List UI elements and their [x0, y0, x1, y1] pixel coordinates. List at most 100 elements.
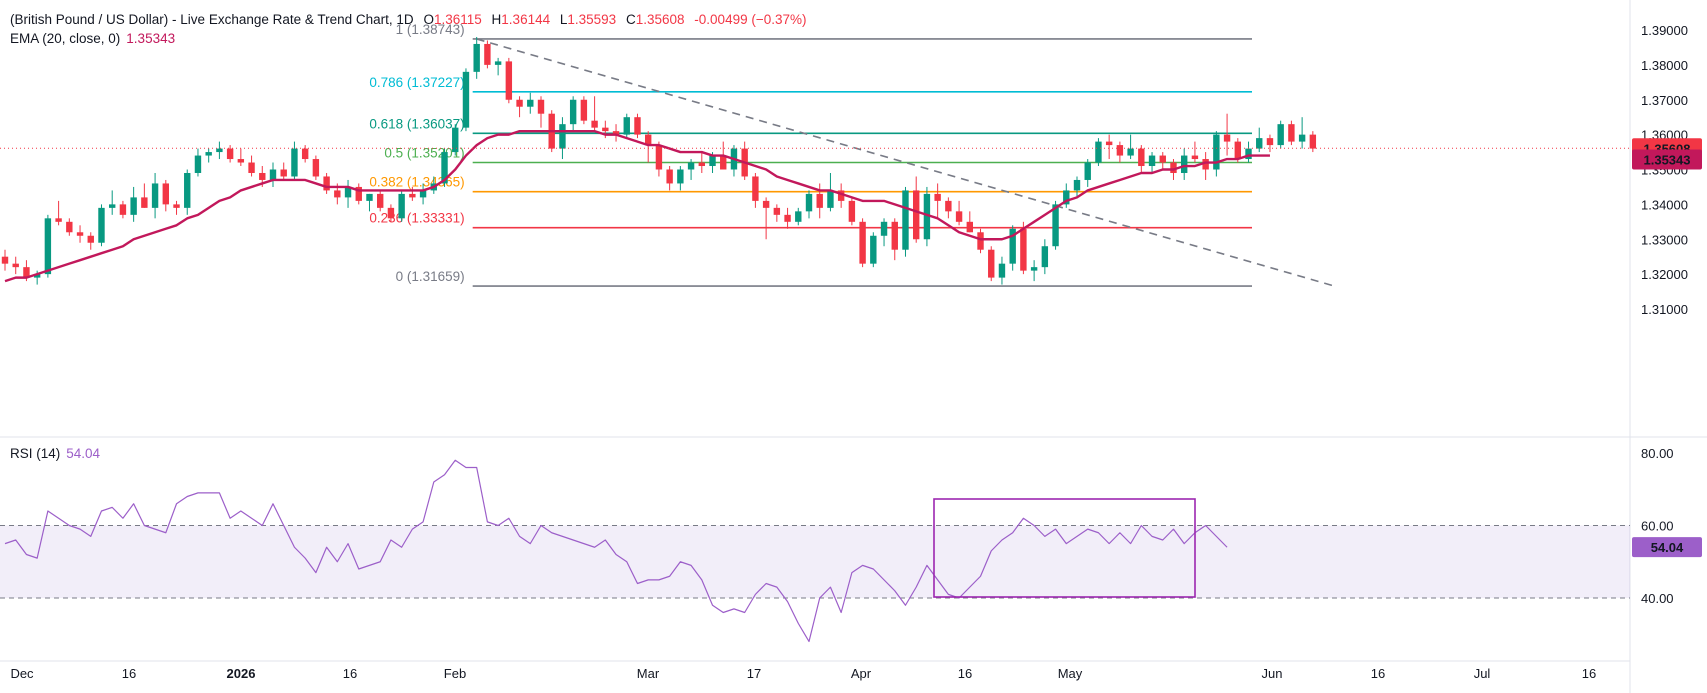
candle[interactable]	[1073, 176, 1081, 198]
candle[interactable]	[516, 96, 523, 118]
candle[interactable]	[419, 183, 427, 205]
candle[interactable]	[569, 96, 577, 132]
candle[interactable]	[645, 131, 652, 163]
candle[interactable]	[194, 148, 202, 177]
candle[interactable]	[301, 145, 309, 163]
candle[interactable]	[226, 145, 234, 163]
candle[interactable]	[559, 117, 566, 160]
candle[interactable]	[955, 200, 963, 226]
candle[interactable]	[1256, 127, 1263, 153]
candle[interactable]	[237, 148, 245, 167]
candle[interactable]	[1223, 113, 1231, 156]
candle[interactable]	[655, 141, 663, 177]
candle[interactable]	[216, 141, 223, 160]
candle[interactable]	[795, 207, 802, 226]
candle[interactable]	[1277, 120, 1284, 149]
candle[interactable]	[891, 218, 898, 261]
candle[interactable]	[1202, 152, 1209, 180]
candle[interactable]	[870, 232, 877, 268]
candle[interactable]	[398, 190, 405, 222]
candle[interactable]	[762, 197, 770, 240]
candle[interactable]	[623, 113, 630, 139]
candle[interactable]	[12, 256, 19, 275]
candle[interactable]	[484, 40, 491, 69]
candle[interactable]	[1041, 239, 1049, 275]
candle[interactable]	[248, 155, 255, 177]
candle[interactable]	[977, 228, 984, 254]
candle[interactable]	[387, 204, 395, 222]
candle[interactable]	[1020, 221, 1027, 275]
candle[interactable]	[902, 186, 909, 257]
candle[interactable]	[934, 183, 941, 219]
candle[interactable]	[537, 96, 545, 128]
rsi-line[interactable]	[4, 459, 1228, 643]
candle[interactable]	[377, 190, 384, 212]
candle[interactable]	[269, 162, 277, 187]
candle[interactable]	[1159, 152, 1166, 170]
candle[interactable]	[87, 232, 94, 250]
candle[interactable]	[752, 172, 759, 208]
candle[interactable]	[698, 152, 705, 173]
candle[interactable]	[1191, 141, 1199, 163]
candle[interactable]	[1213, 131, 1220, 177]
candle[interactable]	[1, 249, 9, 271]
candle[interactable]	[291, 141, 298, 180]
candle[interactable]	[1105, 134, 1113, 160]
candle[interactable]	[1116, 141, 1124, 163]
candle[interactable]	[805, 190, 813, 219]
candle[interactable]	[998, 256, 1006, 285]
candle[interactable]	[66, 218, 73, 236]
candle[interactable]	[634, 113, 641, 139]
candle[interactable]	[1266, 134, 1274, 153]
candle[interactable]	[98, 204, 105, 247]
rsi-value-tag[interactable]: 54.04	[1632, 537, 1702, 558]
candle[interactable]	[677, 166, 684, 191]
candle[interactable]	[1181, 148, 1188, 180]
candle[interactable]	[784, 207, 791, 229]
candle[interactable]	[366, 193, 373, 212]
candle[interactable]	[848, 197, 856, 226]
candle[interactable]	[666, 166, 673, 191]
candle[interactable]	[1063, 183, 1070, 208]
ema-legend[interactable]: EMA (20, close, 0) 1.35343	[10, 31, 175, 46]
candle[interactable]	[323, 172, 330, 194]
candle[interactable]	[151, 172, 159, 219]
candle[interactable]	[505, 57, 513, 104]
candle[interactable]	[109, 190, 116, 215]
ema-value-tag[interactable]: 1.35343	[1632, 149, 1702, 170]
candle[interactable]	[591, 96, 598, 132]
candle[interactable]	[880, 218, 888, 247]
candle[interactable]	[1095, 138, 1102, 167]
candle[interactable]	[1030, 260, 1038, 282]
candle[interactable]	[355, 183, 362, 205]
candle[interactable]	[945, 197, 952, 219]
candle[interactable]	[173, 200, 180, 215]
rsi-highlight-box[interactable]	[933, 498, 1196, 598]
candle[interactable]	[1245, 141, 1252, 163]
candle[interactable]	[1009, 225, 1016, 271]
candle[interactable]	[44, 214, 52, 278]
candle[interactable]	[205, 148, 212, 163]
candle[interactable]	[966, 211, 973, 233]
candle[interactable]	[130, 186, 137, 222]
candle[interactable]	[612, 124, 620, 142]
candle[interactable]	[687, 159, 695, 180]
candle[interactable]	[184, 169, 191, 215]
candle[interactable]	[494, 57, 502, 76]
candle[interactable]	[988, 246, 995, 282]
candle[interactable]	[837, 183, 845, 208]
ema-line[interactable]	[4, 129, 1270, 283]
candle[interactable]	[923, 186, 931, 247]
candle[interactable]	[76, 225, 84, 243]
rsi-legend[interactable]: RSI (14) 54.04	[10, 446, 100, 461]
candle[interactable]	[462, 68, 470, 132]
candle[interactable]	[1148, 152, 1156, 173]
candle[interactable]	[827, 172, 834, 212]
candle[interactable]	[1298, 117, 1306, 149]
candle[interactable]	[141, 183, 148, 208]
candle[interactable]	[312, 155, 320, 180]
candle[interactable]	[773, 204, 781, 222]
candle[interactable]	[1288, 120, 1295, 146]
candle[interactable]	[1084, 159, 1091, 187]
